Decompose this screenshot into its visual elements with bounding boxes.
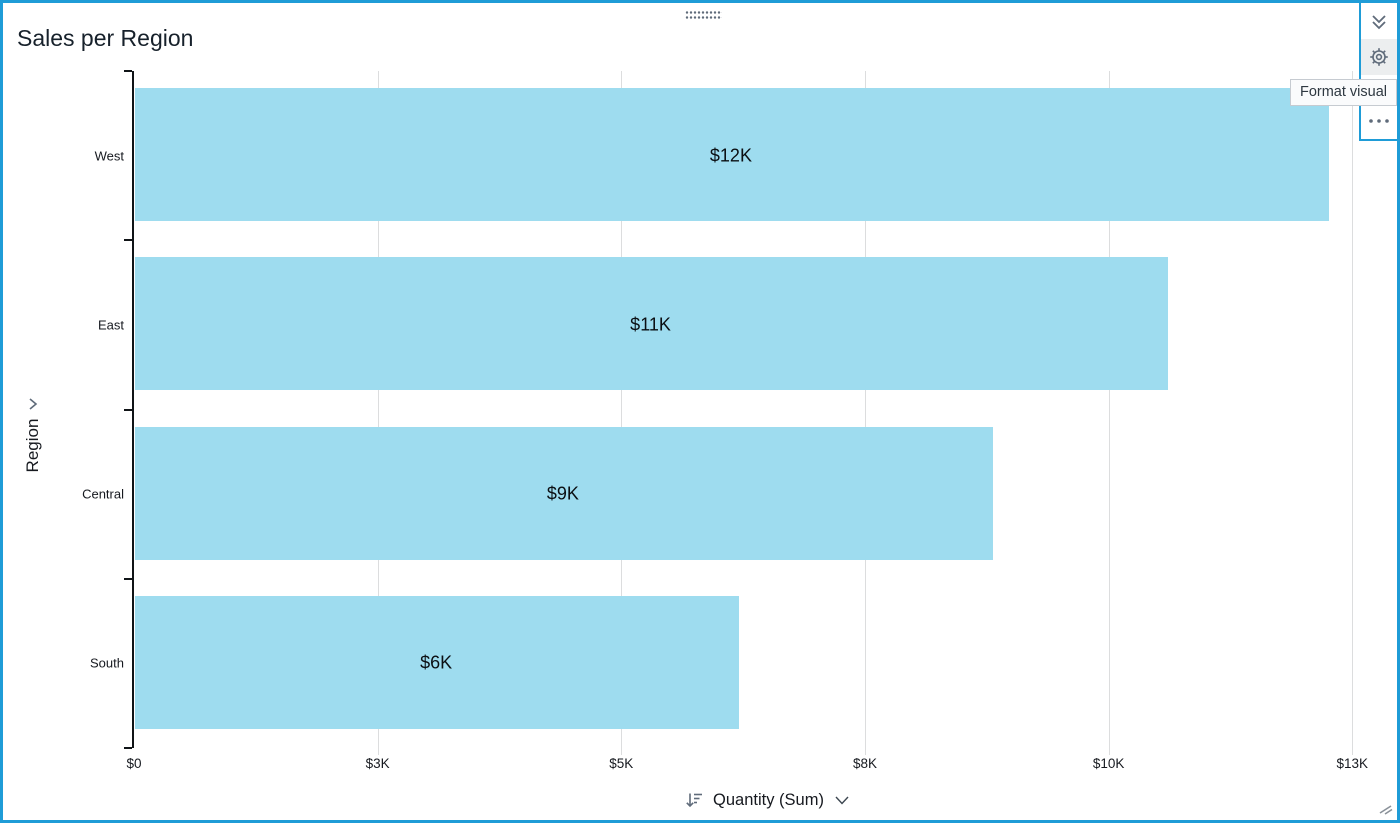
bar-row: Central $9K xyxy=(82,410,1397,579)
x-axis-field-quantity[interactable]: Quantity (Sum) xyxy=(134,785,1397,815)
visual-toolbar xyxy=(1359,3,1397,141)
y-tick xyxy=(124,239,132,242)
x-tick-label: $0 xyxy=(126,756,142,771)
x-axis-field-label: Quantity (Sum) xyxy=(713,790,824,809)
plot-area: West $12K East $11K Central $9K South $6K xyxy=(82,71,1397,755)
category-label: Central xyxy=(82,486,124,502)
format-visual-button[interactable] xyxy=(1361,39,1397,75)
menu-options-button[interactable] xyxy=(1361,103,1397,139)
category-label: South xyxy=(90,655,124,671)
bar-rows: West $12K East $11K Central $9K South $6K xyxy=(82,71,1397,748)
y-axis-field-region[interactable]: Region xyxy=(15,374,51,494)
gear-icon xyxy=(1368,46,1390,68)
x-tick-label: $10K xyxy=(1092,756,1125,771)
bar-east[interactable] xyxy=(135,257,1169,391)
bar-south[interactable] xyxy=(135,595,740,729)
visual-title[interactable]: Sales per Region xyxy=(17,25,194,51)
x-axis-labels: $0 $3K $5K $8K $10K $13K xyxy=(126,756,1397,774)
bar-row: West $12K xyxy=(95,71,1397,240)
sort-descending-icon xyxy=(684,790,704,810)
category-label: East xyxy=(97,317,124,333)
ellipsis-icon xyxy=(1367,117,1391,125)
y-axis-line xyxy=(132,71,134,748)
x-tick-label: $3K xyxy=(365,756,390,771)
y-tick xyxy=(124,577,132,580)
format-visual-tooltip: Format visual xyxy=(1289,79,1397,106)
y-tick xyxy=(124,70,132,72)
chevron-down-icon xyxy=(27,396,39,412)
y-tick xyxy=(124,747,132,749)
chevron-down-icon xyxy=(833,794,851,806)
category-label: West xyxy=(94,148,124,164)
x-tick-label: $5K xyxy=(609,756,634,771)
y-axis-ticks xyxy=(124,70,132,749)
y-tick xyxy=(124,408,132,411)
drag-handle[interactable] xyxy=(685,10,722,20)
bar-central[interactable] xyxy=(135,426,993,560)
bar-west[interactable] xyxy=(135,88,1329,221)
bar-row: East $11K xyxy=(98,240,1397,409)
resize-grip-icon[interactable] xyxy=(1377,800,1395,818)
x-tick-label: $13K xyxy=(1336,756,1369,771)
y-axis-field-label: Region xyxy=(23,418,42,473)
x-tick-label: $8K xyxy=(852,756,877,771)
double-chevron-down-icon xyxy=(1367,12,1391,34)
bar-row: South $6K xyxy=(90,579,1397,748)
collapse-button[interactable] xyxy=(1361,5,1397,41)
